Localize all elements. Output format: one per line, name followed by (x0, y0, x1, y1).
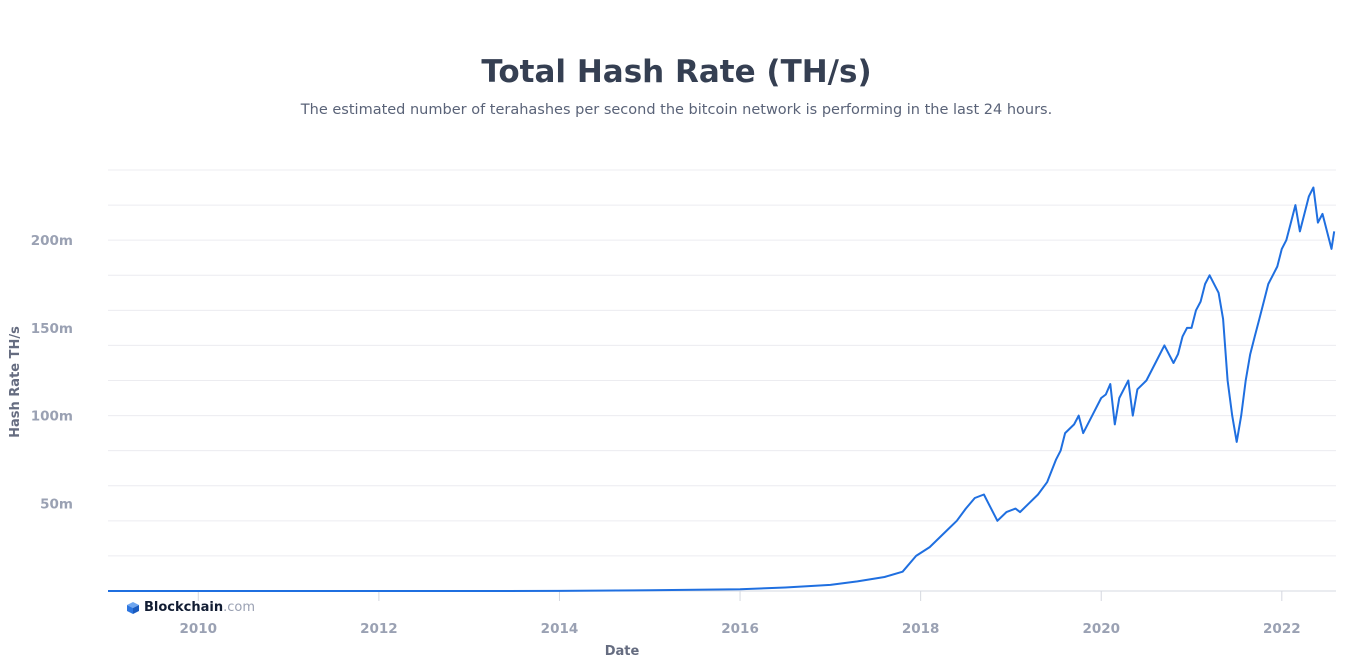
x-tick-label: 2020 (1082, 621, 1120, 637)
grid (108, 169, 1336, 592)
x-tick-label: 2012 (360, 621, 398, 637)
hash-rate-series-line (108, 186, 1336, 592)
y-axis-label: Hash Rate TH/s (8, 326, 23, 438)
y-tick-label: 100m (31, 409, 73, 425)
x-tick-label: 2022 (1263, 621, 1301, 637)
blockchain-cube-icon (127, 601, 139, 614)
x-axis-label: Date (605, 644, 640, 659)
y-tick-label: 50m (40, 496, 73, 512)
x-tick-label: 2018 (902, 621, 940, 637)
y-axis-ticks: 50m 100m 150m 200m (31, 233, 73, 512)
x-tick-label: 2014 (541, 621, 579, 637)
x-tick-label: 2010 (180, 621, 218, 637)
brand-tld: .com (223, 600, 255, 615)
chart-subtitle: The estimated number of terahashes per s… (300, 102, 1053, 118)
brand-name: Blockchain (144, 600, 224, 615)
y-tick-label: 150m (31, 321, 73, 337)
chart-title: Total Hash Rate (TH/s) (481, 54, 872, 90)
x-tick-label: 2016 (721, 621, 759, 637)
blockchain-watermark: Blockchain .com (126, 600, 255, 615)
x-axis-ticks: 2010 2012 2014 2016 2018 2020 2022 (180, 591, 1301, 637)
y-tick-label: 200m (31, 233, 73, 249)
